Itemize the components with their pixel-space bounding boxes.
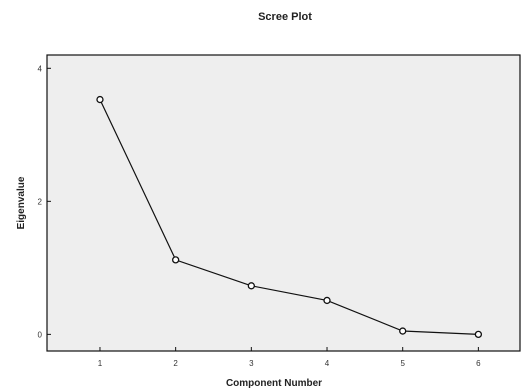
y-tick-label: 4 [38, 64, 43, 73]
plot-area [46, 54, 521, 352]
x-tick-label: 1 [98, 359, 103, 368]
eigenvalue-line [99, 99, 479, 335]
x-tick-label: 5 [400, 359, 405, 368]
data-point [399, 327, 407, 335]
chart-title: Scree Plot [258, 11, 312, 23]
y-tick-label: 2 [38, 197, 43, 206]
data-points [96, 95, 483, 339]
data-point [323, 296, 331, 305]
x-axis: 1 2 3 4 5 6 [98, 347, 481, 368]
data-point [172, 256, 180, 264]
data-point [96, 95, 104, 104]
x-tick-label: 6 [476, 359, 481, 368]
x-tick-label: 2 [173, 359, 178, 368]
x-tick-label: 4 [325, 359, 330, 368]
y-axis: 0 2 4 [38, 64, 51, 339]
data-point [247, 282, 255, 290]
y-axis-label: Eigenvalue [16, 176, 27, 229]
x-axis-label: Component Number [226, 378, 322, 389]
y-tick-label: 0 [38, 330, 43, 339]
data-point [474, 330, 483, 339]
x-tick-label: 3 [249, 359, 254, 368]
